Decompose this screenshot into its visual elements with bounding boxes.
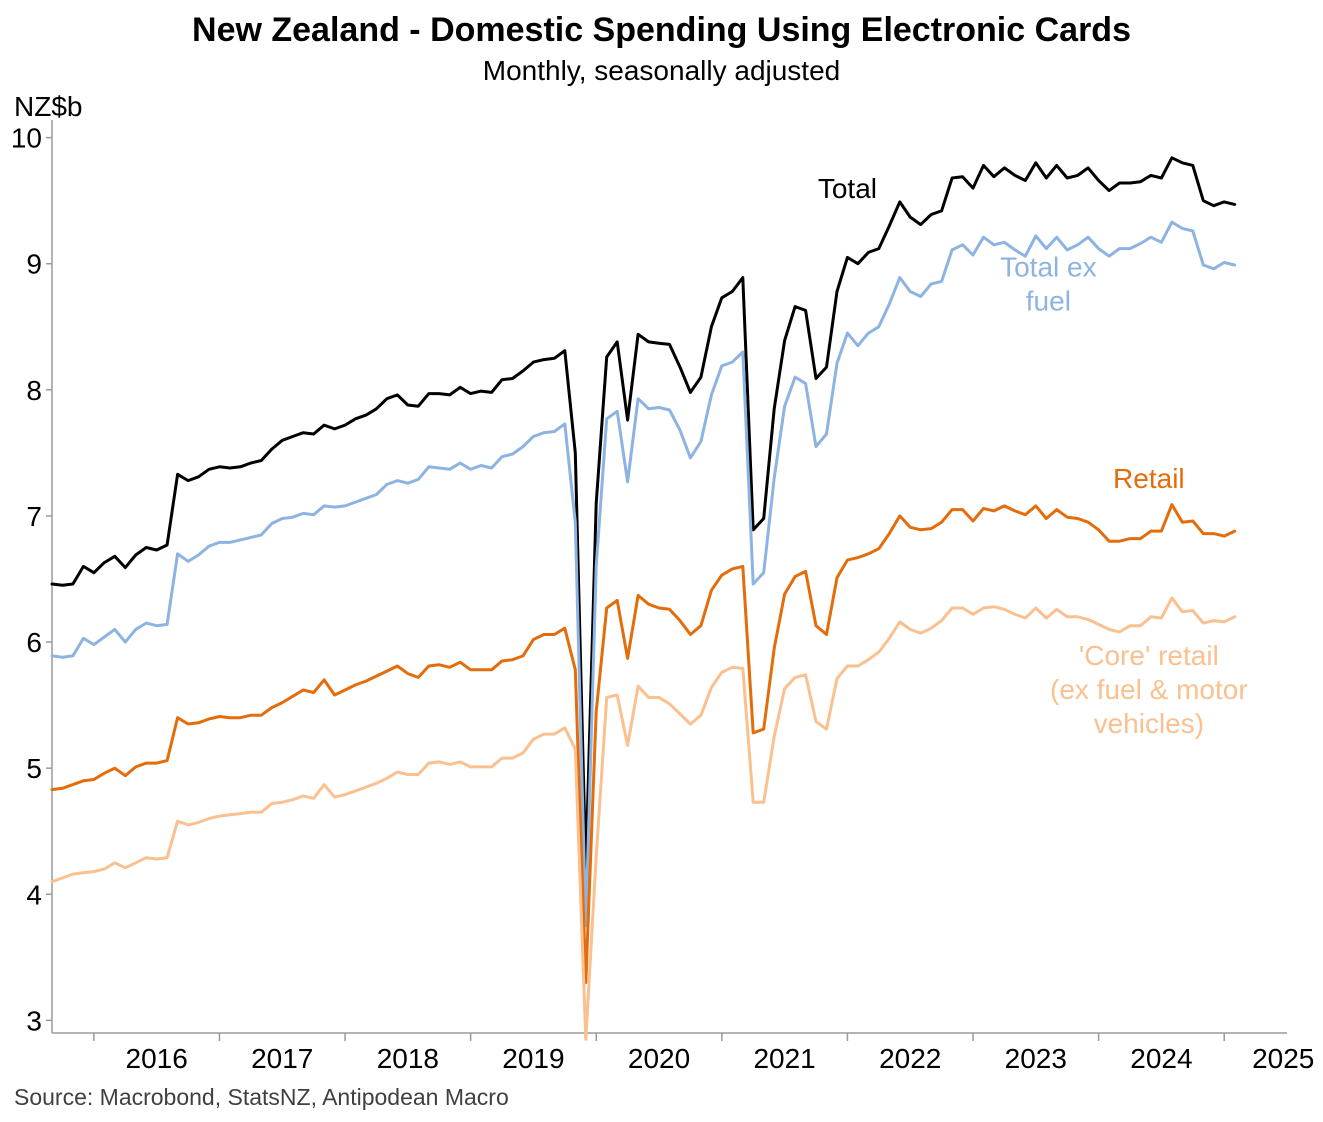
chart-title: New Zealand - Domestic Spending Using El… bbox=[192, 11, 1131, 49]
series-label: fuel bbox=[1026, 285, 1071, 316]
x-tick-label: 2024 bbox=[1130, 1043, 1192, 1074]
y-tick-label: 10 bbox=[11, 123, 42, 154]
y-axis-unit: NZ$b bbox=[14, 91, 83, 122]
series-label: 'Core' retail bbox=[1079, 640, 1219, 671]
line-chart: 3 4 5 6 7 8 9 10 2016 2017 2018 2019 2020 2021 2022 202… bbox=[11, 120, 1314, 1074]
y-tick-label: 7 bbox=[26, 501, 42, 532]
x-tick-label: 2025 bbox=[1252, 1043, 1314, 1074]
series-label: Retail bbox=[1113, 463, 1185, 494]
series-label: Total bbox=[818, 173, 877, 204]
source-note: Source: Macrobond, StatsNZ, Antipodean M… bbox=[14, 1084, 509, 1110]
y-tick-label: 5 bbox=[26, 753, 42, 784]
y-tick-label: 6 bbox=[26, 627, 42, 658]
y-tick-label: 3 bbox=[26, 1005, 42, 1036]
x-tick-label: 2023 bbox=[1005, 1043, 1067, 1074]
series-line bbox=[50, 596, 1237, 1041]
x-tick-label: 2022 bbox=[879, 1043, 941, 1074]
series-label: (ex fuel & motor bbox=[1050, 674, 1248, 705]
series-line bbox=[50, 156, 1237, 871]
series-label: Total ex bbox=[1000, 251, 1097, 282]
x-tick-label: 2020 bbox=[628, 1043, 690, 1074]
series-line bbox=[50, 220, 1237, 928]
x-tick-label: 2017 bbox=[251, 1043, 313, 1074]
series-line bbox=[50, 503, 1237, 985]
y-tick-label: 4 bbox=[26, 879, 42, 910]
series-label: vehicles) bbox=[1094, 708, 1204, 739]
x-tick-label: 2021 bbox=[753, 1043, 815, 1074]
x-tick-label: 2019 bbox=[502, 1043, 564, 1074]
x-tick-label: 2016 bbox=[126, 1043, 188, 1074]
x-tick-label: 2018 bbox=[377, 1043, 439, 1074]
y-tick-label: 9 bbox=[26, 249, 42, 280]
chart-subtitle: Monthly, seasonally adjusted bbox=[482, 55, 841, 86]
y-tick-label: 8 bbox=[26, 375, 42, 406]
